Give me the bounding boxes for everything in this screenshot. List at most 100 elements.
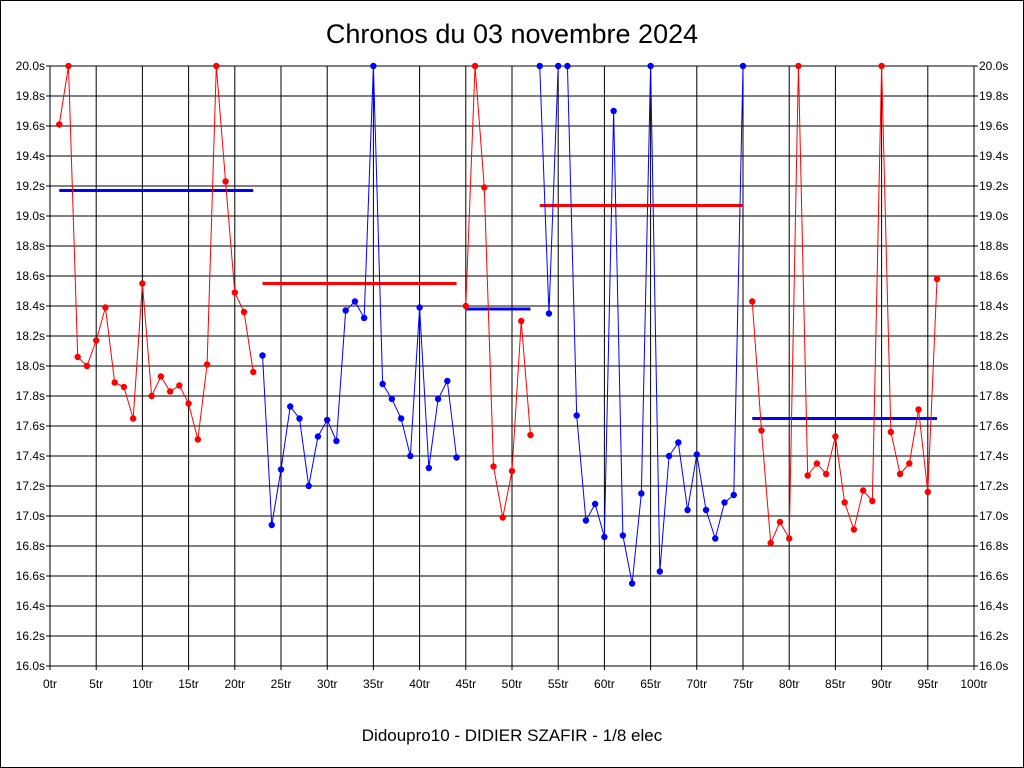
x-tick-label: 95tr <box>917 677 938 691</box>
data-point <box>305 482 312 490</box>
y-tick-label-right: 16.6s <box>979 569 1008 583</box>
data-point <box>656 568 664 575</box>
x-ticks: 0tr 5tr 10tr 15tr 20tr 25tr 30tr 35tr 40tr 45tr 50… <box>43 666 988 691</box>
y-tick-label-right: 18.0s <box>979 359 1008 373</box>
x-tick-label: 50tr <box>502 677 523 691</box>
data-point <box>148 392 155 400</box>
x-tick-label: 55tr <box>548 677 569 691</box>
y-tick-label-left: 18.2s <box>16 329 45 343</box>
data-point <box>813 460 821 467</box>
data-point <box>444 377 451 385</box>
y-tick-label-left: 19.2s <box>16 179 45 193</box>
y-tick-label-right: 18.6s <box>979 269 1008 283</box>
y-tick-label-right: 18.4s <box>979 299 1008 313</box>
data-point <box>721 499 728 506</box>
x-tick-label: 75tr <box>733 677 754 691</box>
y-tick-label-left: 19.8s <box>16 89 45 103</box>
data-point <box>471 62 479 70</box>
grid <box>49 65 975 667</box>
x-tick-label: 90tr <box>871 677 892 691</box>
series-line <box>751 65 938 544</box>
data-point <box>259 352 266 359</box>
x-tick-label: 10tr <box>132 677 153 691</box>
data-point <box>665 452 673 460</box>
data-point <box>841 499 848 506</box>
data-point <box>407 452 414 460</box>
y-tick-label-left: 19.4s <box>16 149 45 163</box>
x-tick-label: 0tr <box>43 677 57 691</box>
data-point <box>360 314 368 322</box>
data-point <box>93 337 100 344</box>
y-tick-label-left: 16.8s <box>16 539 45 553</box>
series-line <box>465 65 531 518</box>
series-line <box>58 65 254 440</box>
data-point <box>139 280 146 287</box>
series-red <box>749 62 941 547</box>
y-tick-label-left: 18.4s <box>16 299 45 313</box>
data-point <box>591 500 599 508</box>
data-point <box>702 506 710 514</box>
x-tick-label: 60tr <box>594 677 615 691</box>
data-point <box>314 433 322 440</box>
y-tick-label-left: 17.2s <box>16 479 45 493</box>
x-tick-label: 45tr <box>455 677 476 691</box>
series-blue <box>536 62 747 587</box>
data-point <box>296 415 303 422</box>
y-tick-label-left: 16.6s <box>16 569 45 583</box>
y-tick-label-right: 17.2s <box>979 479 1008 493</box>
data-point <box>527 431 534 439</box>
series-red <box>56 62 257 443</box>
data-point <box>601 533 608 541</box>
data-point <box>518 317 525 325</box>
data-point <box>776 518 784 526</box>
data-point <box>462 302 469 310</box>
data-point <box>786 535 793 542</box>
data-point <box>157 373 165 380</box>
data-point <box>185 400 192 407</box>
data-point <box>896 470 904 478</box>
data-point <box>351 298 359 305</box>
data-point <box>684 506 691 514</box>
series-layer <box>56 62 941 587</box>
y-tick-label-left: 19.6s <box>16 119 45 133</box>
y-tick-label-right: 19.6s <box>979 119 1008 133</box>
data-point <box>499 514 506 521</box>
data-point <box>822 470 830 478</box>
data-point <box>924 488 931 496</box>
data-point <box>915 406 922 413</box>
y-tick-label-right: 19.0s <box>979 209 1008 223</box>
data-point <box>74 353 81 361</box>
data-point <box>712 535 719 542</box>
y-tick-label-left: 18.0s <box>16 359 45 373</box>
x-tick-label: 80tr <box>779 677 800 691</box>
y-tick-label-right: 18.2s <box>979 329 1008 343</box>
x-tick-label: 40tr <box>409 677 430 691</box>
y-tick-label-right: 16.4s <box>979 599 1008 613</box>
data-point <box>481 184 488 191</box>
data-point <box>250 368 257 376</box>
data-point <box>906 460 913 467</box>
average-lines <box>59 189 938 420</box>
data-point <box>56 121 63 128</box>
data-point <box>869 497 876 505</box>
y-tick-label-right: 17.8s <box>979 389 1008 403</box>
x-tick-label: 5tr <box>89 677 103 691</box>
data-point <box>194 436 202 443</box>
data-point <box>166 388 174 395</box>
x-tick-label: 15tr <box>178 677 199 691</box>
data-point <box>65 62 72 70</box>
data-point <box>628 580 636 587</box>
data-point <box>638 490 645 497</box>
data-point <box>453 454 460 461</box>
data-point <box>425 464 433 472</box>
y-tick-label-right: 17.0s <box>979 509 1008 523</box>
data-point <box>610 107 617 115</box>
x-tick-label: 65tr <box>640 677 661 691</box>
series-blue <box>259 62 460 529</box>
y-tick-label-left: 17.0s <box>16 509 45 523</box>
y-tick-label-left: 19.0s <box>16 209 45 223</box>
data-point <box>277 466 285 473</box>
y-tick-label-left: 18.8s <box>16 239 45 253</box>
y-tick-label-right: 16.2s <box>979 629 1008 643</box>
